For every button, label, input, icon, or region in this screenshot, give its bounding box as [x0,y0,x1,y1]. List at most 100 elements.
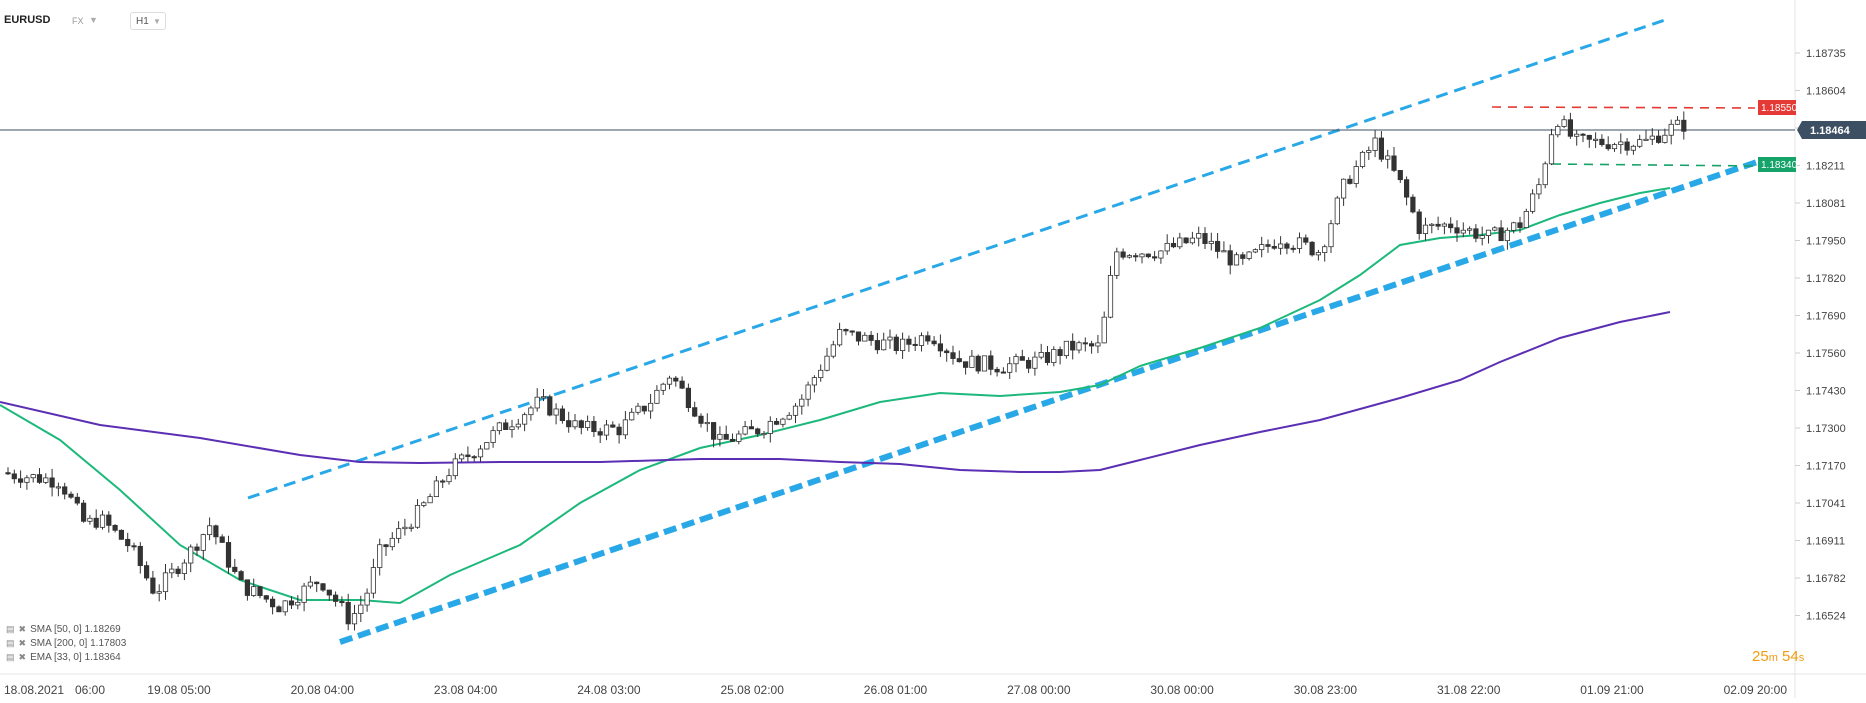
candle [1290,245,1296,253]
candle [578,419,584,435]
candle [1429,223,1435,234]
candle [188,544,194,573]
price-tick-label: 1.18735 [1806,48,1846,60]
resistance-line[interactable] [1491,106,1756,109]
candle [339,596,345,607]
candle [1095,334,1101,354]
candle [1322,244,1328,262]
candle [1309,241,1315,257]
candle [43,473,49,485]
settings-icon[interactable]: ▤ [6,624,15,634]
price-tick-label: 1.17430 [1806,386,1846,398]
candle [377,538,383,576]
candle [629,408,635,421]
candle [269,596,276,615]
candle [717,426,723,447]
time-tick-label: 25.08 02:00 [721,683,785,697]
candle [1114,247,1120,279]
indicator-row-sma50[interactable]: ▤ ✖ SMA [50, 0] 1.18269 [6,624,121,635]
candle [1643,130,1649,141]
candle [818,364,824,382]
candle [585,415,591,431]
candle [490,426,496,448]
candle [137,542,143,574]
chevron-down-icon[interactable]: ▼ [89,15,98,25]
price-tick-label: 1.18604 [1806,86,1846,98]
candle [169,562,175,579]
candle [805,381,811,407]
candle [767,416,773,443]
candle [194,543,200,556]
countdown-minutes-unit: m [1768,652,1778,664]
close-icon[interactable]: ✖ [18,638,27,648]
indicator-row-sma200[interactable]: ▤ ✖ SMA [200, 0] 1.17803 [6,638,126,649]
timeframe-label: H1 [136,16,149,27]
candle [1303,234,1309,246]
candle [370,558,377,599]
candle [68,491,74,499]
settings-icon[interactable]: ▤ [6,652,15,662]
candle [893,334,899,355]
candle [553,403,559,425]
candle [1152,251,1158,262]
candle [855,331,862,346]
candle [81,499,87,523]
candle [1385,149,1391,169]
indicator-value: 1.17803 [90,638,127,649]
indicator-label: SMA [200, 0] [30,638,88,649]
channel-upper-line[interactable] [247,18,1666,500]
candle [509,419,515,438]
candle [711,422,717,448]
candle [603,419,610,441]
candle [1548,128,1555,166]
channel-lower-line[interactable] [339,158,1761,645]
symbol-label[interactable]: EURUSD [4,14,51,26]
candle [1265,239,1271,253]
candle [200,533,206,560]
candle [742,420,748,436]
time-tick-label: 19.08 05:00 [147,683,211,697]
candle [150,570,156,595]
candle [1271,239,1277,250]
candle [824,347,830,372]
candle [723,425,729,440]
settings-icon[interactable]: ▤ [6,638,15,648]
price-tick-label: 1.17560 [1806,348,1846,360]
candle [1026,357,1032,374]
support-line[interactable] [1551,163,1756,167]
moving-averages-layer [0,187,1671,605]
candle [484,442,490,450]
candle [1145,253,1151,259]
candle [1158,250,1164,264]
candle [282,600,288,616]
candle [931,336,937,347]
candle [1448,217,1454,233]
candle [24,475,30,490]
candle [729,433,736,443]
candle [427,493,433,504]
candle [1618,133,1624,154]
close-icon[interactable]: ✖ [18,652,27,662]
current-price-label: 1.18464 [1810,125,1851,137]
candle [1139,253,1145,264]
candle [1038,343,1044,360]
timeframe-select[interactable]: H1 ▼ [130,12,166,30]
support-price-label: 1.18340 [1761,160,1798,171]
indicator-row-ema33[interactable]: ▤ ✖ EMA [33, 0] 1.18364 [6,652,121,663]
indicator-label: SMA [50, 0] [30,624,82,635]
candle [704,413,710,432]
price-tick-label: 1.17690 [1806,311,1846,323]
candle [906,335,912,352]
candle [944,348,950,362]
candle [1101,311,1107,344]
candle [225,535,232,574]
price-tick-label: 1.17950 [1806,236,1846,248]
indicator-label: EMA [33, 0] [30,652,82,663]
candle [1126,254,1132,259]
close-icon[interactable]: ✖ [18,624,27,634]
time-tick-label: 24.08 03:00 [577,683,641,697]
candle [1605,136,1611,151]
candle [1202,227,1208,250]
